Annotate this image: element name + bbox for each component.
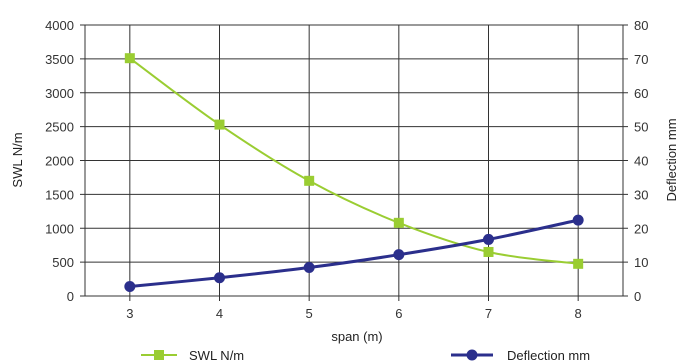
data-point-swl	[483, 246, 494, 257]
x-tick-label: 6	[395, 306, 402, 321]
y-tick-label: 1500	[45, 187, 74, 202]
series-line-swl	[129, 57, 579, 265]
y-tick-label: 1000	[45, 221, 74, 236]
x-axis-title: span (m)	[331, 329, 382, 344]
y-tick-label: 3000	[45, 86, 74, 101]
legend: SWL N/m Deflection mm	[141, 348, 590, 363]
y-tick-label: 0	[67, 289, 74, 304]
data-point-deflection	[303, 262, 315, 274]
right-axis-ticks: 0 10 20 30 40 50 60 70 80	[623, 18, 648, 304]
series-line-deflection	[129, 218, 579, 288]
y2-tick-label: 80	[634, 18, 648, 33]
y-tick-label: 2000	[45, 154, 74, 169]
x-axis-ticks: 3 4 5 6 7 8	[126, 296, 582, 321]
x-tick-label: 3	[126, 306, 133, 321]
data-point-deflection	[483, 233, 494, 245]
legend-item-swl: SWL N/m	[141, 348, 244, 363]
left-axis-ticks: 0 500 1000 1500 2000 2500 3000 3500 4000	[45, 18, 85, 304]
series-lines	[124, 53, 584, 293]
y-tick-label: 2500	[45, 120, 74, 135]
data-point-swl	[573, 258, 584, 269]
y2-tick-label: 10	[634, 255, 648, 270]
y2-tick-label: 20	[634, 221, 648, 236]
data-point-deflection	[214, 272, 225, 284]
y-tick-label: 500	[52, 255, 74, 270]
data-point-swl	[214, 119, 225, 130]
legend-deflection-marker	[466, 349, 478, 361]
legend-deflection-label: Deflection mm	[507, 348, 590, 363]
legend-item-deflection: Deflection mm	[451, 348, 590, 363]
legend-swl-marker	[154, 350, 164, 360]
x-tick-label: 8	[575, 306, 582, 321]
x-tick-label: 7	[485, 306, 492, 321]
data-point-swl	[124, 53, 135, 64]
grid-lines	[84, 24, 624, 297]
y-tick-label: 3500	[45, 52, 74, 67]
x-tick-label: 5	[306, 306, 313, 321]
y2-tick-label: 40	[634, 154, 648, 169]
x-tick-label: 4	[216, 306, 223, 321]
data-point-swl	[304, 175, 315, 186]
y2-tick-label: 60	[634, 86, 648, 101]
data-point-deflection	[572, 214, 584, 226]
y2-tick-label: 70	[634, 52, 648, 67]
y2-tick-label: 0	[634, 289, 641, 304]
y2-tick-label: 30	[634, 187, 648, 202]
y-tick-label: 4000	[45, 18, 74, 33]
data-point-deflection	[393, 249, 405, 261]
left-axis-title: SWL N/m	[10, 132, 25, 187]
legend-swl-label: SWL N/m	[189, 348, 244, 363]
y2-tick-label: 50	[634, 120, 648, 135]
data-point-swl	[393, 217, 404, 228]
right-axis-title: Deflection mm	[664, 118, 679, 201]
data-point-deflection	[124, 281, 136, 293]
